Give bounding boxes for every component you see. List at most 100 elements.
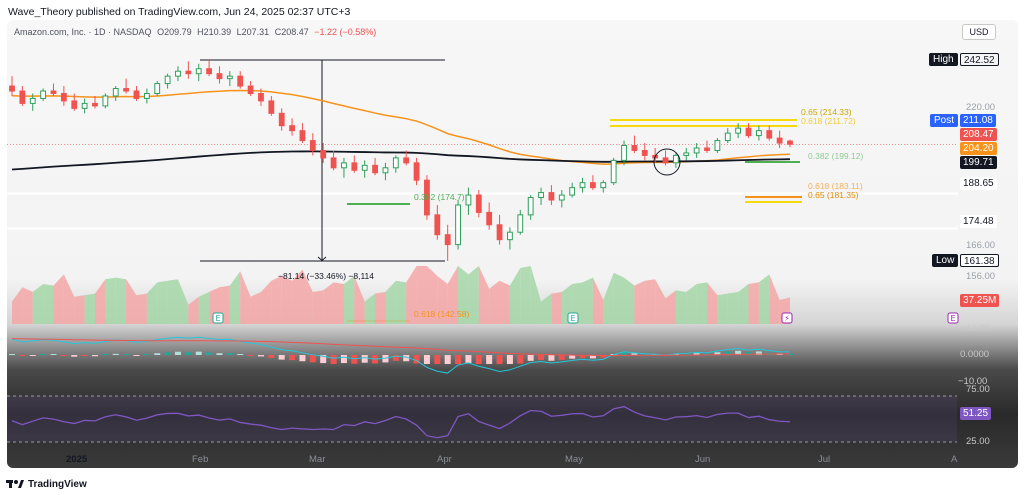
candle-up: [610, 159, 617, 184]
candle-up: [724, 132, 731, 142]
candle-down: [19, 90, 26, 104]
split-event-icon: [781, 312, 793, 324]
macd-histogram-bar: [631, 353, 638, 355]
candle-up: [527, 197, 534, 216]
candle-down: [206, 68, 212, 75]
macd-histogram-bar: [745, 351, 752, 355]
volume-area: [229, 271, 241, 324]
volume-area: [748, 282, 759, 324]
volume-area: [167, 279, 178, 324]
macd-histogram-bar: [9, 354, 15, 355]
volume-area: [603, 272, 614, 324]
volume-area: [395, 280, 407, 324]
candle-up: [154, 83, 161, 94]
macd-tick-minus10: −10.00: [958, 376, 988, 387]
macd-histogram-bar: [403, 355, 410, 362]
macd-histogram-bar: [755, 351, 762, 355]
volume-area: [738, 284, 749, 324]
macd-histogram-bar: [320, 355, 327, 364]
candle-up: [672, 154, 679, 164]
macd-histogram-bar: [714, 352, 721, 355]
candle-down: [278, 112, 285, 127]
candle-down: [641, 149, 648, 156]
event-icon-glyph: E: [570, 314, 575, 323]
earnings-event-icon: [567, 312, 579, 324]
macd-histogram-bar: [693, 353, 700, 355]
macd-histogram-bar: [413, 355, 420, 364]
measure-annotation: −81.14 (−33.46%) −8,114: [278, 271, 375, 281]
volume-area: [63, 274, 75, 324]
candle-up: [693, 147, 700, 154]
high-value: H210.39: [197, 27, 232, 37]
candle-down: [330, 157, 337, 169]
ema200-price-tag: 199.71: [960, 156, 997, 169]
low-value: L207.31: [236, 27, 270, 37]
volume-area: [686, 284, 697, 324]
volume-area: [333, 282, 344, 324]
volume-area: [634, 280, 645, 324]
volume-area: [530, 266, 542, 324]
macd-histogram-bar: [527, 355, 534, 361]
macd-histogram-bar: [29, 355, 36, 356]
rsi-tick-25: 25.00: [966, 436, 990, 447]
candle-down: [766, 130, 773, 139]
symbol-name[interactable]: Amazon.com, Inc. · 1D · NASDAQ: [14, 27, 152, 37]
macd-histogram-bar: [569, 355, 576, 359]
low-price-tag: 161.38: [960, 254, 999, 267]
event-icon-glyph: E: [215, 314, 220, 323]
fib-0382-mid-label: 0.382 (199.12): [808, 151, 864, 161]
macd-histogram-bar: [19, 355, 26, 357]
macd-histogram-bar: [154, 353, 161, 355]
macd-histogram-bar: [465, 355, 472, 363]
fib-065-low-label: 0.65 (181.35): [808, 190, 859, 200]
candle-up: [392, 157, 399, 169]
macd-histogram-bar: [475, 355, 482, 364]
macd-histogram-bar: [216, 353, 223, 355]
volume-tag: 37.25M: [960, 294, 1000, 307]
candle-down: [745, 127, 752, 137]
macd-histogram-bar: [299, 355, 306, 362]
close-value: C208.47: [274, 27, 309, 37]
highlight-circle: [653, 148, 681, 176]
candle-down: [9, 85, 15, 92]
macd-histogram-bar: [71, 355, 78, 357]
time-label-aug: A: [951, 454, 958, 465]
candle-up: [538, 192, 544, 199]
candle-down: [444, 234, 451, 246]
support-188-tag: 188.65: [960, 177, 997, 190]
macd-histogram-bar: [621, 352, 628, 355]
macd-histogram-bar: [60, 355, 67, 356]
rsi-line: [11, 405, 791, 439]
currency-button[interactable]: USD: [962, 24, 996, 40]
volume-area: [520, 266, 531, 324]
volume-area: [624, 277, 635, 324]
macd-histogram-bar: [174, 351, 181, 355]
volume-area: [509, 268, 521, 324]
macd-histogram-bar: [579, 355, 586, 358]
candle-down: [289, 125, 295, 132]
macd-histogram-bar: [683, 353, 690, 355]
candle-down: [123, 88, 130, 92]
candle-up: [600, 182, 607, 189]
event-icon-glyph: E: [950, 314, 955, 323]
volume-area: [437, 276, 448, 324]
volume-area: [12, 287, 23, 324]
volume-area: [707, 282, 718, 324]
volume-area: [665, 290, 676, 324]
candle-up: [621, 145, 627, 161]
volume-area: [416, 266, 427, 324]
post-price-tag: 211.08: [960, 114, 996, 127]
volume-area: [74, 295, 85, 324]
macd-histogram-bar: [133, 355, 140, 356]
event-icon-glyph: ⚡: [784, 314, 790, 323]
macd-histogram-bar: [641, 353, 648, 355]
candle-up: [81, 102, 88, 109]
macd-histogram-bar: [548, 355, 555, 361]
fib-065-top-label: 0.65 (214.33): [801, 107, 852, 117]
volume-area: [727, 292, 739, 324]
volume-area: [758, 274, 770, 324]
footer: TradingView: [6, 476, 87, 492]
volume-area: [478, 266, 490, 324]
volume-area: [675, 290, 687, 324]
